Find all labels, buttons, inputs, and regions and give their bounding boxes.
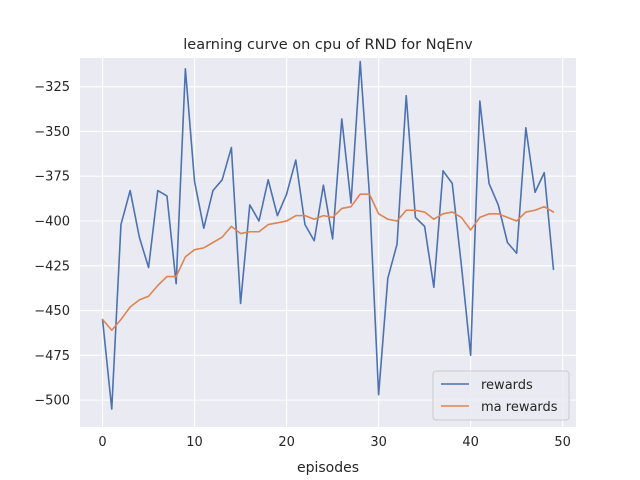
x-axis-label: episodes: [297, 460, 359, 476]
series-line-1: [101, 193, 555, 332]
x-tick-label: 40: [462, 435, 479, 450]
series-layer: [101, 60, 555, 410]
y-tick-label: −475: [34, 349, 70, 364]
plot-area-background: [80, 58, 576, 427]
y-tick-label: −450: [34, 304, 70, 319]
y-tick-label: −350: [34, 125, 70, 140]
y-tick-label: −325: [34, 80, 70, 95]
series-line-0: [101, 60, 555, 410]
x-tick-label: 10: [186, 435, 203, 450]
x-tick-label: 0: [98, 435, 106, 450]
y-tick-label: −400: [34, 215, 70, 230]
legend-label: ma rewards: [481, 400, 558, 415]
y-tick-label: −375: [34, 170, 70, 185]
legend-label: rewards: [481, 378, 533, 393]
y-tick-label: −500: [34, 394, 70, 409]
legend: rewards ma rewards: [432, 370, 570, 421]
tick-labels: 0 10 20 30 40 50 −500 −475 −450 −425 −400 −375 −350 −…: [34, 80, 571, 450]
chart-title: learning curve on cpu of RND for NqEnv: [183, 37, 473, 53]
x-tick-label: 50: [554, 435, 571, 450]
x-tick-label: 30: [370, 435, 387, 450]
x-tick-label: 20: [278, 435, 295, 450]
y-tick-label: −425: [34, 259, 70, 274]
